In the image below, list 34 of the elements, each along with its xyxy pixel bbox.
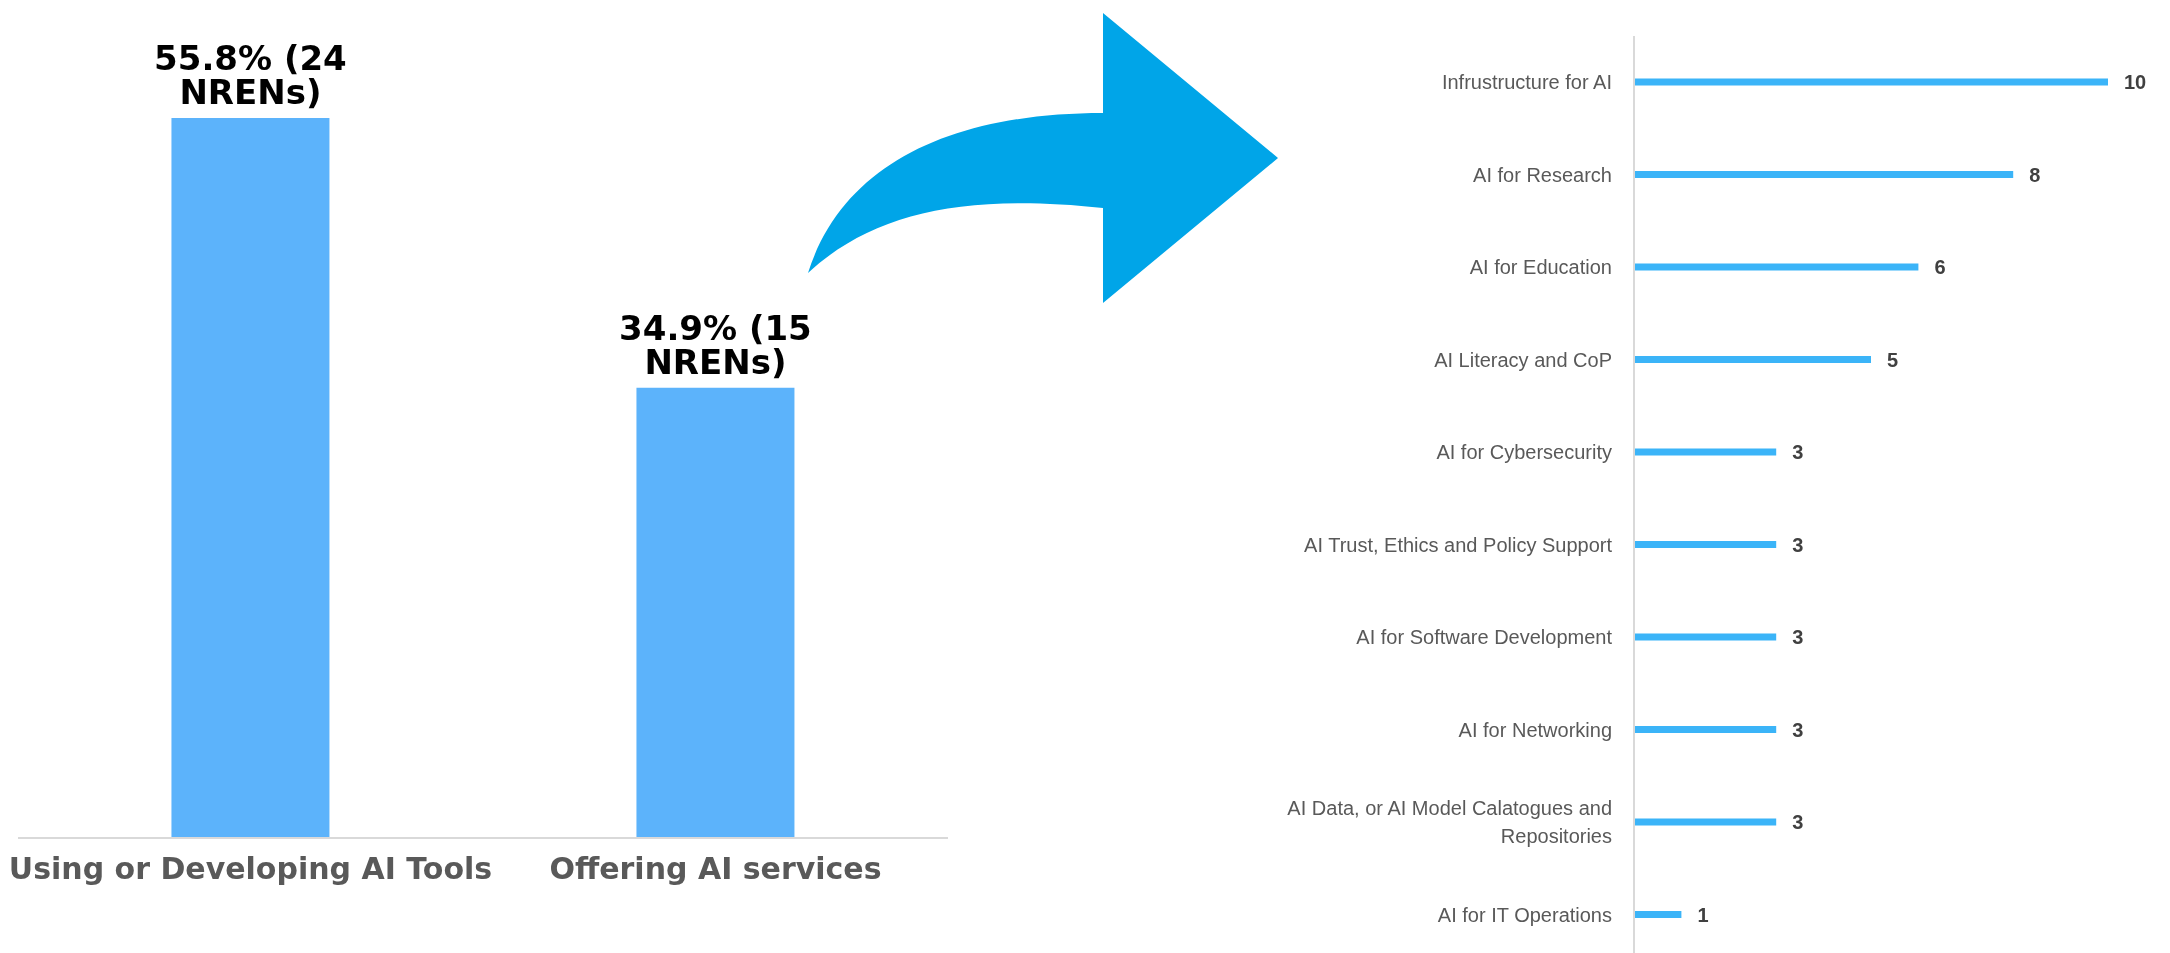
data-label: 3 <box>1792 533 1804 556</box>
data-label: 55.8% (24 NRENs) <box>154 38 347 112</box>
y-tick-label: AI for Networking <box>1458 718 1612 741</box>
bar <box>1634 541 1777 549</box>
y-tick-label: AI Data, or AI Model Calatogues and Repositories <box>1287 797 1612 848</box>
y-tick-label: AI for IT Operations <box>1437 903 1612 926</box>
bar <box>1634 78 2108 86</box>
bar <box>1634 171 2014 179</box>
data-label: 3 <box>1792 626 1804 649</box>
y-tick-label: AI for Software Development <box>1356 626 1613 649</box>
data-label: 3 <box>1792 718 1804 741</box>
data-label: 6 <box>1934 256 1946 279</box>
data-label: 1 <box>1697 903 1709 926</box>
y-tick-label: AI for Research <box>1473 163 1612 186</box>
data-label: 10 <box>2124 71 2147 94</box>
x-tick-label: Using or Developing AI Tools <box>8 851 493 887</box>
y-tick-label: AI for Cybersecurity <box>1436 441 1612 464</box>
x-tick-label: Offering AI services <box>549 851 882 887</box>
data-label: 3 <box>1792 441 1804 464</box>
data-label: 34.9% (15 NRENs) <box>619 307 812 382</box>
data-label: 5 <box>1887 348 1899 371</box>
data-label: 3 <box>1792 811 1804 834</box>
y-tick-label: Infrustructure for AI <box>1441 71 1612 94</box>
bar <box>1634 911 1682 919</box>
bar <box>1634 726 1777 734</box>
y-tick-label: AI Literacy and CoP <box>1434 348 1612 371</box>
bar <box>1634 448 1777 456</box>
bar <box>1634 633 1777 641</box>
y-tick-label: AI for Education <box>1469 256 1612 279</box>
bar <box>1634 263 1919 271</box>
bar <box>1634 818 1777 826</box>
y-tick-label: AI Trust, Ethics and Policy Support <box>1304 533 1613 556</box>
data-label: 8 <box>2029 163 2041 186</box>
bar <box>1634 356 1871 364</box>
